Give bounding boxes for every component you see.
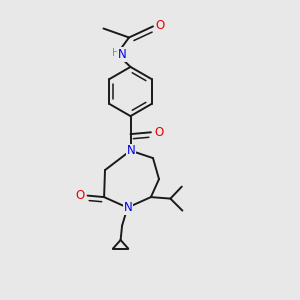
Text: N: N xyxy=(123,201,132,214)
Text: N: N xyxy=(118,48,127,61)
Text: O: O xyxy=(75,189,84,202)
Text: N: N xyxy=(126,144,135,158)
Text: H: H xyxy=(112,48,119,59)
Text: O: O xyxy=(156,19,165,32)
Text: O: O xyxy=(154,125,163,139)
